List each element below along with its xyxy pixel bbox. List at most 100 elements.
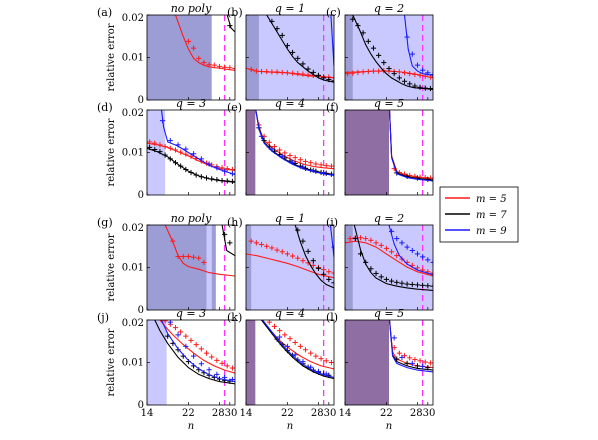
legend-label: m = 7 — [476, 210, 507, 221]
data-point-m9 — [222, 374, 228, 380]
plot-area — [246, 15, 334, 100]
data-point-m5 — [183, 151, 189, 157]
y-axis-label: relative error — [106, 118, 117, 186]
data-point-m9 — [289, 159, 296, 165]
shaded-region — [345, 320, 389, 405]
data-point-m7 — [167, 156, 173, 162]
x-tick-label: 22 — [182, 408, 195, 419]
plot-area — [147, 15, 235, 100]
panel-title: no poly — [171, 212, 212, 225]
data-point-m7 — [310, 69, 316, 75]
series-line-m9 — [388, 225, 433, 276]
data-point-m9 — [420, 363, 426, 369]
shaded-region — [345, 225, 353, 310]
y-tick-label: 0.02 — [122, 108, 144, 119]
data-point-m5 — [180, 253, 186, 260]
x-tick-label: 2830 — [212, 408, 237, 419]
panel-g: no poly (g) 0 0.01 0.02 relative error — [97, 212, 236, 316]
data-point-m9 — [388, 228, 395, 234]
data-point-m5 — [147, 139, 153, 145]
data-point-m5 — [368, 237, 374, 243]
data-point-m5 — [302, 158, 309, 165]
data-point-m7 — [357, 251, 364, 257]
x-tick-label: 2830 — [311, 408, 336, 419]
data-point-m5 — [297, 343, 303, 349]
data-point-m5 — [388, 249, 395, 255]
data-point-m9 — [159, 118, 166, 124]
data-point-m5 — [269, 245, 275, 251]
data-point-m5 — [206, 62, 212, 68]
data-point-m7 — [414, 282, 421, 288]
series-line-m9 — [262, 320, 334, 378]
data-point-m7 — [313, 168, 319, 174]
data-point-m5 — [232, 65, 235, 72]
data-point-m7 — [401, 78, 408, 84]
panel-title: q = 1 — [275, 212, 305, 225]
y-tick-label: 0 — [138, 305, 144, 316]
data-point-m5 — [258, 68, 265, 75]
data-point-m5 — [357, 235, 364, 241]
data-point-m7 — [422, 85, 428, 91]
data-point-m9 — [331, 244, 334, 250]
data-point-m5 — [178, 329, 184, 335]
data-point-m5 — [274, 247, 280, 253]
y-tick-label: 0.02 — [122, 318, 144, 329]
data-point-m5 — [284, 70, 291, 76]
data-point-m7 — [323, 170, 329, 176]
panel-f: q = 5 (f) — [326, 97, 434, 196]
y-axis-label: relative error — [106, 23, 117, 91]
data-point-m5 — [331, 74, 334, 81]
panel-title: q = 5 — [374, 307, 404, 320]
data-point-m9 — [425, 70, 431, 76]
panel-label: (h) — [227, 216, 243, 229]
data-point-m7 — [360, 30, 366, 36]
plot-area — [345, 110, 433, 195]
shaded-region — [246, 110, 256, 195]
data-point-m9 — [404, 34, 410, 40]
data-point-m5 — [277, 147, 283, 153]
plot-area — [147, 110, 235, 195]
data-point-m7 — [430, 283, 433, 289]
panel-label: (l) — [326, 311, 338, 324]
data-point-m5 — [378, 242, 384, 248]
data-point-m9 — [258, 133, 265, 139]
data-point-m7 — [363, 259, 369, 265]
data-point-m5 — [318, 162, 324, 168]
data-point-m5 — [430, 270, 433, 276]
data-point-m9 — [190, 151, 197, 157]
data-point-m7 — [396, 75, 402, 81]
data-point-m7 — [188, 169, 194, 176]
data-point-m7 — [274, 26, 280, 32]
shaded-region — [147, 110, 166, 195]
data-point-m5 — [167, 145, 173, 151]
y-tick-label: 0.01 — [122, 53, 144, 64]
y-axis-label: relative error — [106, 328, 117, 396]
data-point-m5 — [396, 350, 402, 356]
data-point-m7 — [321, 271, 327, 277]
data-point-m7 — [365, 38, 371, 44]
data-point-m5 — [355, 69, 361, 75]
data-point-m5 — [185, 253, 192, 260]
plot-area — [147, 225, 235, 310]
data-point-m5 — [193, 342, 199, 348]
data-point-m5 — [287, 336, 293, 342]
data-point-m5 — [258, 241, 265, 248]
plot-area — [345, 15, 433, 100]
data-point-m9 — [394, 236, 400, 242]
data-point-m5 — [248, 66, 254, 72]
data-point-m5 — [175, 253, 181, 260]
data-point-m9 — [315, 368, 322, 375]
data-point-m9 — [331, 171, 334, 177]
data-point-m5 — [198, 346, 204, 352]
shaded-region — [345, 15, 353, 100]
data-point-m5 — [172, 147, 179, 153]
data-point-m5 — [412, 356, 418, 363]
data-point-m7 — [394, 279, 400, 285]
data-point-m9 — [300, 164, 306, 170]
data-point-m5 — [269, 69, 275, 75]
series-line-m7 — [226, 15, 235, 33]
shaded-region — [246, 320, 256, 405]
y-tick-label: 0.02 — [122, 13, 144, 24]
data-point-m7 — [355, 23, 361, 29]
